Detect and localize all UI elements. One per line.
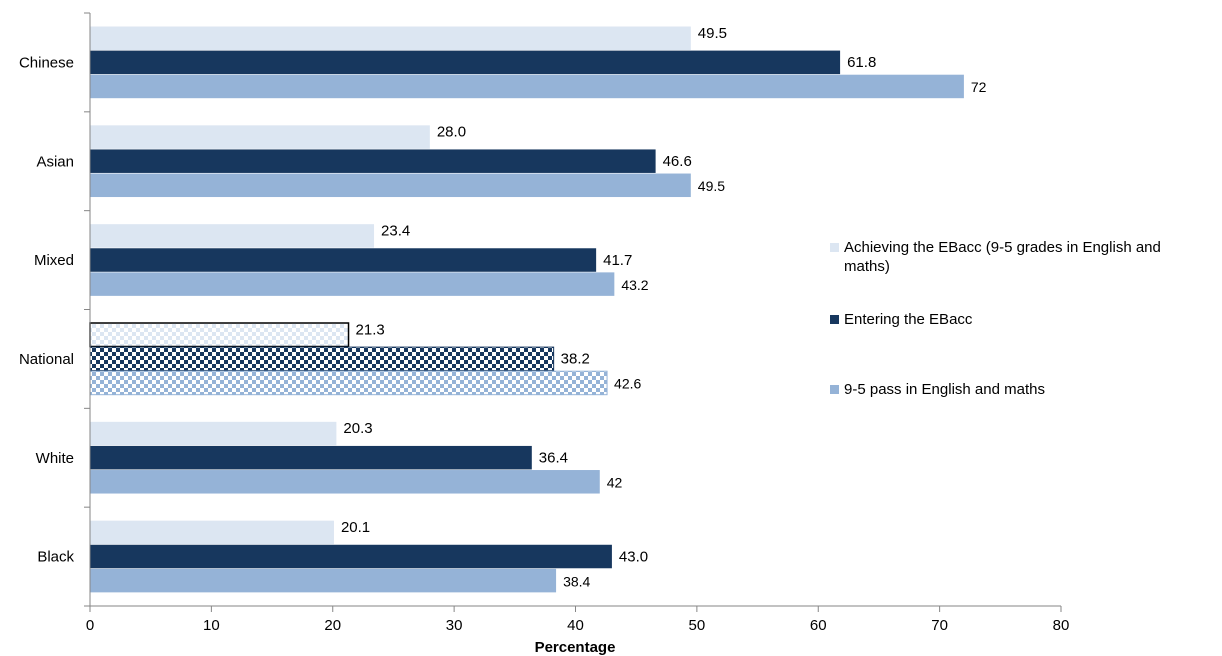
x-axis-title: Percentage	[535, 639, 616, 656]
category-label-chinese: Chinese	[19, 54, 74, 71]
bar-white-series-3	[90, 470, 600, 494]
data-label-asian-series-1: 28.0	[437, 124, 466, 141]
legend-label-achieving-ebacc: Achieving the EBacc (9-5 grades in Engli…	[844, 239, 1161, 275]
category-label-black: Black	[37, 549, 74, 566]
bar-asian-series-1	[90, 125, 430, 149]
bar-asian-series-2	[90, 149, 656, 173]
category-label-asian: Asian	[36, 153, 74, 170]
data-label-white-series-3: 42	[607, 475, 623, 491]
data-label-national-series-1: 21.3	[356, 321, 385, 338]
x-tick-label-70: 70	[931, 617, 948, 634]
legend: Achieving the EBacc (9-5 grades in Engli…	[828, 238, 1208, 399]
legend-swatch-achieving-ebacc	[830, 243, 839, 252]
data-label-chinese-series-2: 61.8	[847, 54, 876, 71]
legend-label-entering-ebacc: Entering the EBacc	[844, 311, 973, 328]
bar-asian-series-3	[90, 173, 691, 198]
x-tick-label-40: 40	[567, 617, 584, 634]
bar-chinese-series-2	[90, 50, 841, 75]
bar-black-series-2	[90, 544, 612, 569]
data-label-asian-series-2: 46.6	[663, 153, 692, 170]
legend-item-achieving-ebacc: Achieving the EBacc (9-5 grades in Engli…	[828, 238, 1208, 276]
data-label-chinese-series-3: 72	[971, 79, 987, 95]
bar-national-series-1	[89, 322, 350, 348]
bar-white-series-2	[90, 445, 532, 470]
bar-black-series-1	[90, 520, 334, 545]
data-label-mixed-series-3: 43.2	[621, 277, 648, 293]
bar-chinese-series-3	[90, 74, 964, 99]
bar-black-series-3	[90, 568, 557, 593]
legend-item-pass-english-maths: 9-5 pass in English and maths	[828, 380, 1208, 399]
data-label-national-series-2: 38.2	[561, 351, 590, 368]
category-label-white: White	[36, 450, 74, 467]
category-label-national: National	[19, 351, 74, 368]
bar-mixed-series-1	[90, 224, 375, 248]
bar-national-series-2	[89, 346, 555, 372]
data-label-black-series-3: 38.4	[563, 573, 590, 589]
legend-label-pass-english-maths: 9-5 pass in English and maths	[844, 381, 1045, 398]
data-label-mixed-series-1: 23.4	[381, 223, 410, 240]
legend-item-entering-ebacc: Entering the EBacc	[828, 310, 1208, 329]
data-label-white-series-1: 20.3	[343, 420, 372, 437]
data-label-national-series-3: 42.6	[614, 376, 641, 392]
data-label-white-series-2: 36.4	[539, 449, 568, 466]
data-label-asian-series-3: 49.5	[698, 178, 725, 194]
x-tick-label-10: 10	[203, 617, 220, 634]
x-tick-label-50: 50	[689, 617, 706, 634]
x-tick-label-0: 0	[86, 617, 94, 634]
data-label-black-series-2: 43.0	[619, 548, 648, 565]
x-tick-label-30: 30	[446, 617, 463, 634]
bar-national-series-3	[89, 370, 608, 396]
bar-white-series-1	[90, 421, 337, 446]
legend-swatch-pass-english-maths	[830, 385, 839, 394]
data-label-mixed-series-2: 41.7	[603, 252, 632, 269]
category-label-mixed: Mixed	[34, 252, 74, 269]
bar-mixed-series-3	[90, 272, 615, 296]
x-tick-label-80: 80	[1053, 617, 1070, 634]
bar-mixed-series-2	[90, 248, 597, 272]
x-tick-label-60: 60	[810, 617, 827, 634]
x-tick-label-20: 20	[324, 617, 341, 634]
legend-swatch-entering-ebacc	[830, 315, 839, 324]
data-label-black-series-1: 20.1	[341, 519, 370, 536]
bar-chinese-series-1	[90, 26, 691, 50]
data-label-chinese-series-1: 49.5	[698, 25, 727, 42]
